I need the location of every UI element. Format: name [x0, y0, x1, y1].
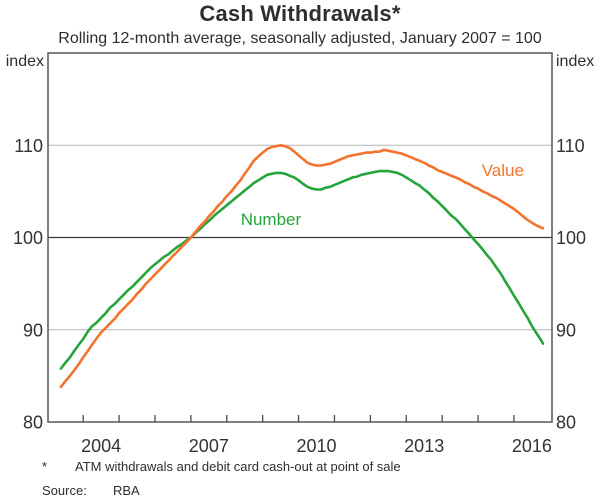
series-line-number [59, 169, 545, 370]
x-axis-label-2007: 2007 [189, 436, 229, 456]
series-line-value [59, 144, 545, 389]
y-tick-label-left-110: 110 [14, 136, 43, 156]
plot-frame [47, 52, 553, 423]
y-tick-label-right-100: 100 [556, 228, 586, 248]
x-axis-label-2013: 2013 [404, 436, 444, 456]
y-tick-label-left-100: 100 [13, 228, 43, 248]
series-label-value: Value [482, 161, 524, 180]
series-label-number: Number [241, 210, 302, 229]
x-axis-label-2010: 2010 [296, 436, 336, 456]
footnote-line: * ATM withdrawals and debit card cash-out… [42, 459, 401, 474]
footnote-text: ATM withdrawals and debit card cash-out … [75, 459, 401, 474]
y-axis-unit-left: index [5, 53, 44, 70]
source-label: Source: [42, 483, 87, 498]
x-axis-label-2004: 2004 [81, 436, 121, 456]
y-tick-label-left-80: 80 [23, 413, 43, 433]
source-line: Source: RBA [42, 483, 140, 498]
source-value: RBA [113, 483, 140, 498]
y-tick-label-right-110: 110 [556, 136, 585, 156]
y-tick-label-right-80: 80 [556, 413, 576, 433]
y-axis-unit-right: index [556, 53, 595, 70]
chart-subtitle: Rolling 12-month average, seasonally adj… [58, 30, 542, 47]
x-axis-label-2016: 2016 [512, 436, 552, 456]
y-tick-label-right-90: 90 [556, 320, 576, 340]
footnote-marker: * [42, 459, 48, 474]
chart-title: Cash Withdrawals* [199, 1, 401, 26]
y-tick-label-left-90: 90 [23, 320, 43, 340]
